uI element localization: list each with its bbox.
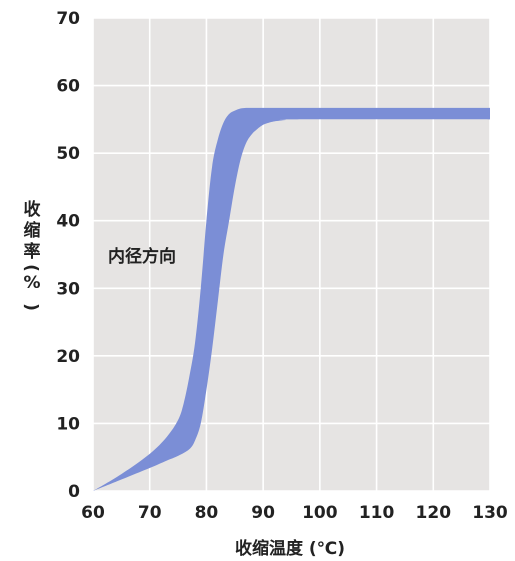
y-axis-title: 收缩率 (%): [21, 199, 41, 311]
y-tick-label: 0: [68, 482, 80, 502]
y-tick-label: 30: [56, 279, 80, 299]
y-axis-title-char: 收: [24, 199, 41, 220]
shrinkage-band-area: [93, 107, 490, 492]
y-axis-title-char: (: [21, 264, 41, 272]
x-tick-label: 120: [416, 503, 452, 523]
x-tick-label: 100: [302, 503, 338, 523]
x-tick-label: 80: [195, 503, 219, 523]
x-axis-title: 收缩温度 (℃): [235, 538, 345, 559]
y-axis-title-char: ): [21, 303, 41, 311]
annotation-inner-diameter: 内径方向: [108, 246, 176, 267]
y-axis-title-char: 率: [24, 241, 41, 262]
y-tick-label: 10: [56, 414, 80, 434]
y-axis-title-char: %: [23, 273, 40, 293]
x-tick-label: 60: [81, 503, 105, 523]
y-tick-label: 50: [56, 144, 80, 164]
x-axis-tick-labels: 60 70 80 90 100 110 120 130: [81, 503, 508, 523]
x-tick-label: 110: [359, 503, 395, 523]
x-tick-label: 90: [251, 503, 275, 523]
y-tick-label: 40: [56, 212, 80, 232]
plot-area: [93, 18, 490, 491]
y-axis-tick-labels: 0 10 20 30 40 50 60 70: [56, 9, 80, 502]
x-tick-label: 130: [472, 503, 508, 523]
y-axis-title-char: 缩: [24, 220, 41, 241]
y-tick-label: 20: [56, 347, 80, 367]
x-tick-label: 70: [138, 503, 162, 523]
y-tick-label: 70: [56, 9, 80, 29]
y-tick-label: 60: [56, 77, 80, 97]
